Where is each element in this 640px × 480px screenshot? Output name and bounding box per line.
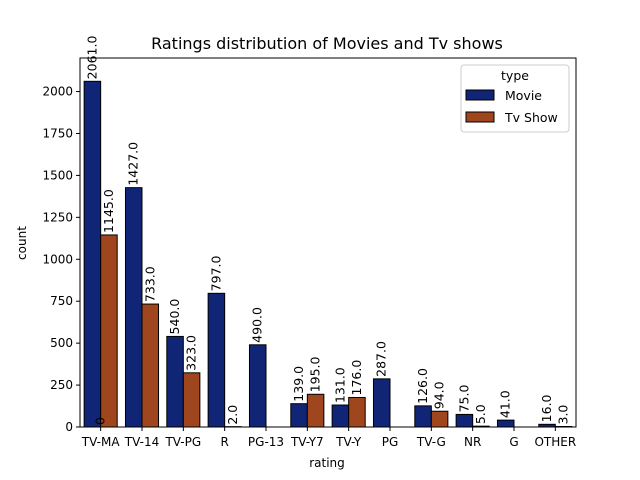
data-label-tv-show: 1145.0 xyxy=(101,189,116,233)
x-tick-label: TV-14 xyxy=(124,435,159,449)
bar-tv-show xyxy=(430,410,449,428)
data-label-movie: 490.0 xyxy=(250,307,265,343)
bar-movie xyxy=(290,403,308,428)
x-tick-label: PG-13 xyxy=(248,435,284,449)
bar-movie xyxy=(331,404,350,428)
bar-movie xyxy=(207,292,226,428)
data-label-tv-show: 2.0 xyxy=(225,405,240,425)
bar-movie xyxy=(124,187,143,428)
bar-tv-show xyxy=(348,396,366,428)
chart-title: Ratings distribution of Movies and Tv sh… xyxy=(151,34,503,53)
x-tick-label: PG xyxy=(382,435,399,449)
x-axis-label: rating xyxy=(309,456,345,470)
bar-movie xyxy=(372,378,391,428)
bar-movie xyxy=(166,335,184,428)
data-label-movie: 131.0 xyxy=(332,367,347,403)
x-tick-label: TV-Y7 xyxy=(290,435,324,449)
data-label-tv-show: 195.0 xyxy=(308,356,323,392)
data-label-tv-show: 5.0 xyxy=(473,404,488,424)
y-tick-label: 1250 xyxy=(42,210,73,224)
data-label-movie: 41.0 xyxy=(498,390,513,418)
data-label-movie: 797.0 xyxy=(208,255,223,291)
bar-movie xyxy=(414,405,432,428)
x-tick-label: TV-MA xyxy=(81,435,121,449)
legend-label-movie: Movie xyxy=(505,88,542,103)
data-label-movie: 126.0 xyxy=(415,368,430,404)
y-tick-label: 250 xyxy=(50,378,73,392)
bar-movie xyxy=(83,80,102,428)
data-label-tv-show: 733.0 xyxy=(142,266,157,302)
y-tick-label: 0 xyxy=(65,420,73,434)
data-label-tv-show: 323.0 xyxy=(184,335,199,371)
y-tick-label: 2000 xyxy=(42,85,73,99)
y-tick-label: 1000 xyxy=(42,252,73,266)
x-tick-label: R xyxy=(220,435,228,449)
y-tick-label: 500 xyxy=(50,336,73,350)
data-label-movie: 540.0 xyxy=(167,299,182,335)
y-tick-label: 750 xyxy=(50,294,73,308)
x-tick-label: TV-PG xyxy=(164,435,201,449)
data-label-movie: 1427.0 xyxy=(126,142,141,186)
bar-tv-show xyxy=(182,372,201,428)
data-label-tv-show: 94.0 xyxy=(432,381,447,409)
plot-area: 2061.0 1427.0 540.0 797.0 490.0 139.0 131.0 287… xyxy=(42,36,577,449)
y-tick-label: 1750 xyxy=(42,126,73,140)
data-label-movie: 2061.0 xyxy=(84,36,99,80)
axes-frame xyxy=(79,57,577,428)
bar-movie xyxy=(455,413,474,428)
data-label-movie: 287.0 xyxy=(374,341,389,377)
data-label-movie: 139.0 xyxy=(291,366,306,402)
legend: type Movie Tv Show xyxy=(460,64,570,133)
legend-swatch-movie xyxy=(465,89,495,101)
x-tick-label: OTHER xyxy=(534,435,576,449)
x-tick-label: G xyxy=(509,435,518,449)
annotation-label: 0 xyxy=(93,417,108,425)
bar-movie xyxy=(496,419,515,428)
legend-label-tv-show: Tv Show xyxy=(504,110,558,125)
x-tick-label: TV-G xyxy=(416,435,446,449)
y-axis-label: count xyxy=(15,226,29,260)
data-label-tv-show: 176.0 xyxy=(349,360,364,396)
data-label-tv-show: 3.0 xyxy=(556,405,571,425)
x-tick-label: NR xyxy=(464,435,481,449)
bar-movie xyxy=(248,344,267,428)
legend-swatch-tv-show xyxy=(465,111,495,123)
data-label-movie: 16.0 xyxy=(539,394,554,422)
y-tick-label: 1500 xyxy=(42,168,73,182)
data-label-movie: 75.0 xyxy=(456,385,471,413)
x-tick-label: TV-Y xyxy=(335,435,362,449)
bar-tv-show xyxy=(141,303,160,428)
legend-title: type xyxy=(501,68,529,83)
bar-tv-show xyxy=(100,234,118,428)
bar-tv-show xyxy=(306,393,325,428)
